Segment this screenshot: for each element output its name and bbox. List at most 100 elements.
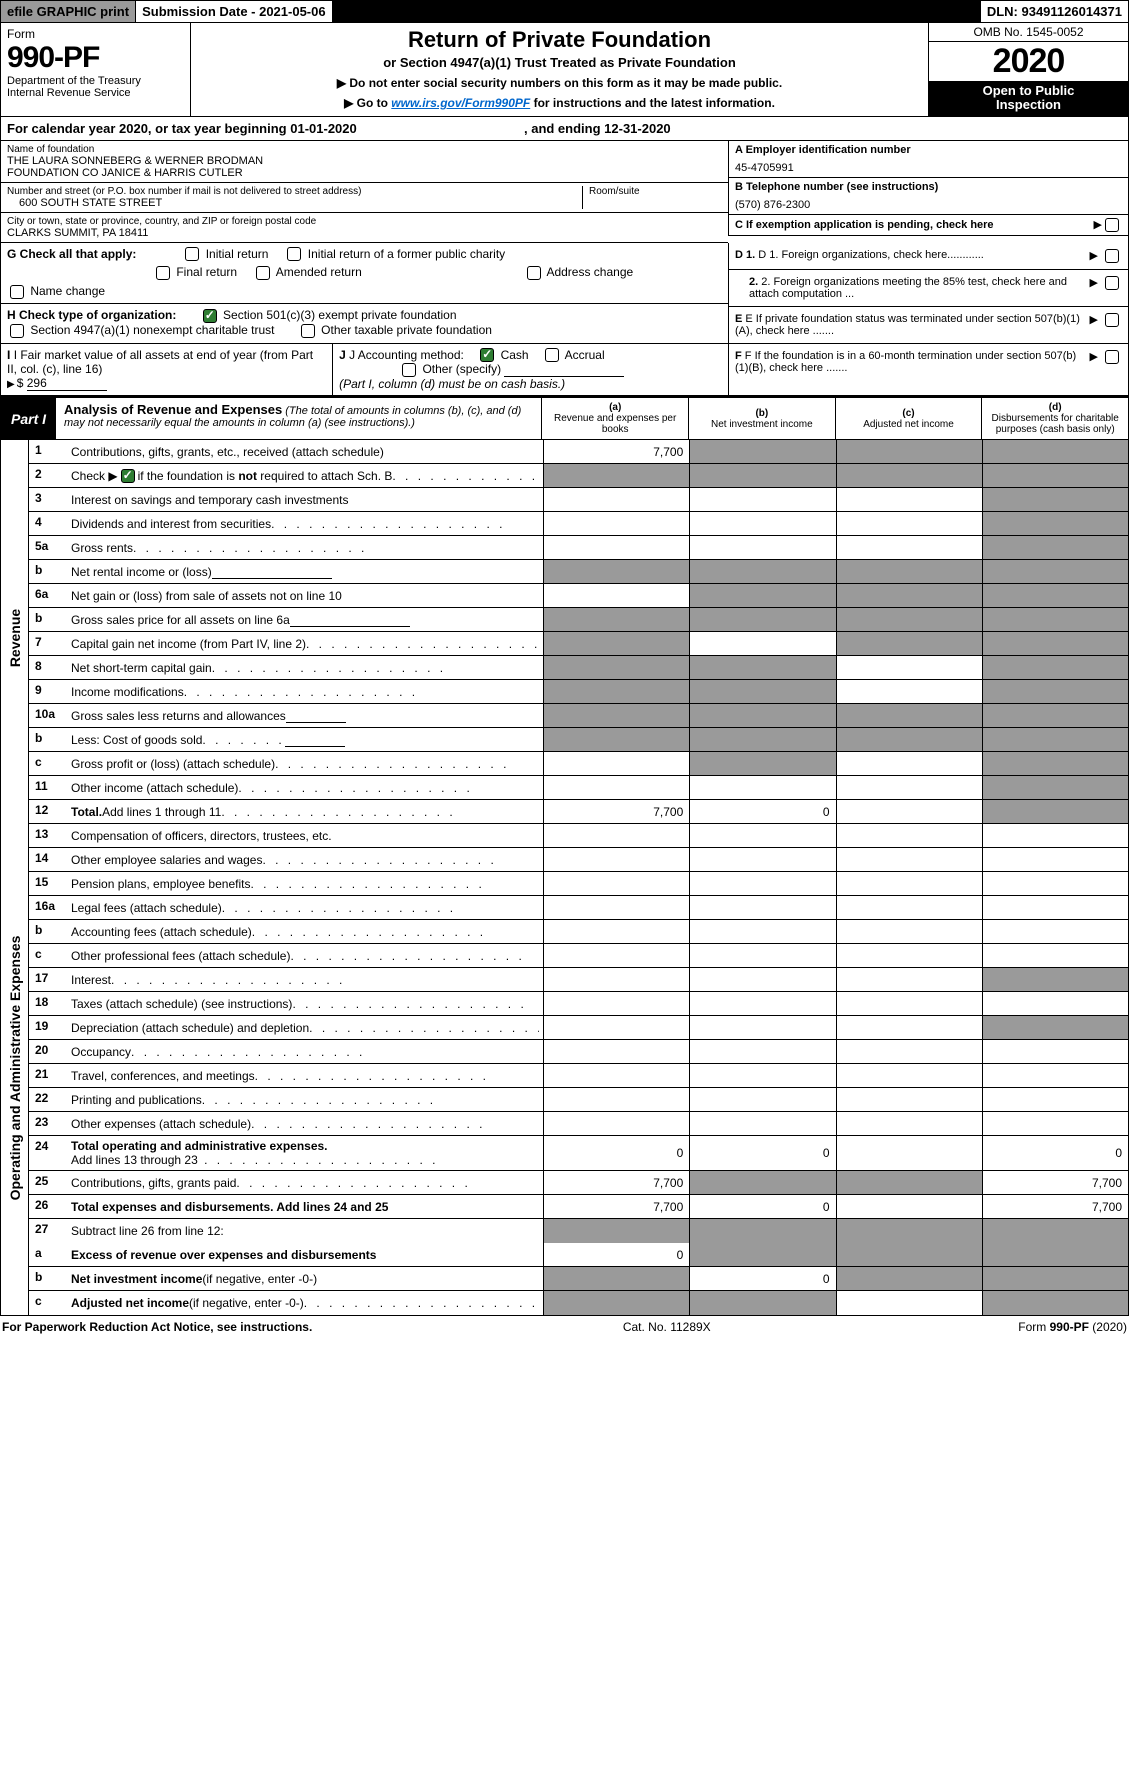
dln-number: DLN: 93491126014371 xyxy=(981,1,1128,22)
exemption-checkbox[interactable] xyxy=(1105,218,1119,232)
line-12: 12Total. Add lines 1 through 11 7,7000 xyxy=(29,800,1128,824)
d2-checkbox[interactable] xyxy=(1105,276,1119,290)
form-note-1: ▶ Do not enter social security numbers o… xyxy=(195,76,924,90)
line-1: 1 Contributions, gifts, grants, etc., re… xyxy=(29,440,1128,464)
e-cell: E E If private foundation status was ter… xyxy=(729,307,1128,343)
line-2: 2 Check ▶ if the foundation is not requi… xyxy=(29,464,1128,488)
dept-line-2: Internal Revenue Service xyxy=(7,87,184,99)
address-cell: Number and street (or P.O. box number if… xyxy=(1,183,728,213)
top-bar: efile GRAPHIC print Submission Date - 20… xyxy=(0,0,1129,23)
line-14: 14Other employee salaries and wages xyxy=(29,848,1128,872)
line-6a: 6aNet gain or (loss) from sale of assets… xyxy=(29,584,1128,608)
line-10c: cGross profit or (loss) (attach schedule… xyxy=(29,752,1128,776)
line-5b: bNet rental income or (loss) xyxy=(29,560,1128,584)
section-i-j-f: I I Fair market value of all assets at e… xyxy=(0,343,1129,397)
form-subtitle: or Section 4947(a)(1) Trust Treated as P… xyxy=(195,55,924,70)
section-g-d: G Check all that apply: Initial return I… xyxy=(0,243,1129,343)
part-1-label: Part I xyxy=(1,398,56,439)
line-7: 7Capital gain net income (from Part IV, … xyxy=(29,632,1128,656)
expenses-side-label: Operating and Administrative Expenses xyxy=(7,936,23,1201)
line-27: 27Subtract line 26 from line 12: xyxy=(29,1219,1128,1243)
room-suite-label: Room/suite xyxy=(589,186,722,197)
line-10a: 10aGross sales less returns and allowanc… xyxy=(29,704,1128,728)
sch-b-checkbox[interactable] xyxy=(121,469,135,483)
col-b-header: (b) Net investment income xyxy=(688,398,835,439)
form-footer-id: Form 990-PF (2020) xyxy=(820,1320,1127,1334)
accrual-checkbox[interactable] xyxy=(545,348,559,362)
line-6b: bGross sales price for all assets on lin… xyxy=(29,608,1128,632)
line-21: 21Travel, conferences, and meetings xyxy=(29,1064,1128,1088)
line-17: 17Interest xyxy=(29,968,1128,992)
part-1-header: Part I Analysis of Revenue and Expenses … xyxy=(0,396,1129,440)
dept-line-1: Department of the Treasury xyxy=(7,75,184,87)
form-id-block: Form 990-PF Department of the Treasury I… xyxy=(1,23,191,116)
revenue-side-label: Revenue xyxy=(7,609,23,667)
form-title-block: Return of Private Foundation or Section … xyxy=(191,23,928,116)
other-method-checkbox[interactable] xyxy=(402,363,416,377)
h-check-row: H Check type of organization: Section 50… xyxy=(1,303,728,342)
submission-date: Submission Date - 2021-05-06 xyxy=(136,1,333,22)
entity-info-grid: Name of foundation THE LAURA SONNEBERG &… xyxy=(0,141,1129,243)
cat-number: Cat. No. 11289X xyxy=(513,1320,820,1334)
part-1-desc: Analysis of Revenue and Expenses (The to… xyxy=(56,398,541,439)
line-27a: aExcess of revenue over expenses and dis… xyxy=(29,1243,1128,1267)
e-checkbox[interactable] xyxy=(1105,313,1119,327)
line-19: 19Depreciation (attach schedule) and dep… xyxy=(29,1016,1128,1040)
line-23: 23Other expenses (attach schedule) xyxy=(29,1112,1128,1136)
i-fmv-cell: I I Fair market value of all assets at e… xyxy=(1,343,332,396)
initial-return-checkbox[interactable] xyxy=(185,247,199,261)
efile-print-button[interactable]: efile GRAPHIC print xyxy=(1,1,136,22)
line-10b: bLess: Cost of goods sold xyxy=(29,728,1128,752)
part-1-table: Revenue Operating and Administrative Exp… xyxy=(0,440,1129,1316)
exemption-pending-cell: C If exemption application is pending, c… xyxy=(728,215,1128,236)
phone-cell: B Telephone number (see instructions) (5… xyxy=(728,178,1128,215)
initial-former-checkbox[interactable] xyxy=(287,247,301,261)
final-return-checkbox[interactable] xyxy=(156,266,170,280)
501c3-checkbox[interactable] xyxy=(203,309,217,323)
fmv-value: 296 xyxy=(27,376,107,391)
cash-checkbox[interactable] xyxy=(480,348,494,362)
open-to-public: Open to Public Inspection xyxy=(929,81,1128,116)
line-11: 11Other income (attach schedule) xyxy=(29,776,1128,800)
line-16a: 16aLegal fees (attach schedule) xyxy=(29,896,1128,920)
other-taxable-checkbox[interactable] xyxy=(301,324,315,338)
line-18: 18Taxes (attach schedule) (see instructi… xyxy=(29,992,1128,1016)
line-20: 20Occupancy xyxy=(29,1040,1128,1064)
form-header: Form 990-PF Department of the Treasury I… xyxy=(0,23,1129,117)
form-year-block: OMB No. 1545-0052 2020 Open to Public In… xyxy=(928,23,1128,116)
f-cell: F F If the foundation is in a 60-month t… xyxy=(729,343,1128,380)
line-15: 15Pension plans, employee benefits xyxy=(29,872,1128,896)
form-note-2: ▶ Go to www.irs.gov/Form990PF for instru… xyxy=(195,96,924,110)
col-c-header: (c) Adjusted net income xyxy=(835,398,982,439)
calendar-year-row: For calendar year 2020, or tax year begi… xyxy=(0,117,1129,141)
line-4: 4Dividends and interest from securities xyxy=(29,512,1128,536)
line-22: 22Printing and publications xyxy=(29,1088,1128,1112)
city-cell: City or town, state or province, country… xyxy=(1,213,728,243)
side-labels: Revenue Operating and Administrative Exp… xyxy=(1,440,29,1315)
irs-link[interactable]: www.irs.gov/Form990PF xyxy=(391,96,530,110)
line-5a: 5aGross rents xyxy=(29,536,1128,560)
line-13: 13Compensation of officers, directors, t… xyxy=(29,824,1128,848)
col-d-header: (d) Disbursements for charitable purpose… xyxy=(981,398,1128,439)
amended-return-checkbox[interactable] xyxy=(256,266,270,280)
f-checkbox[interactable] xyxy=(1105,350,1119,364)
line-3: 3Interest on savings and temporary cash … xyxy=(29,488,1128,512)
top-bar-spacer xyxy=(333,1,981,22)
d1-cell: D 1. D 1. Foreign organizations, check h… xyxy=(729,243,1128,270)
d1-checkbox[interactable] xyxy=(1105,249,1119,263)
line-27c: cAdjusted net income (if negative, enter… xyxy=(29,1291,1128,1315)
line-27b: bNet investment income (if negative, ent… xyxy=(29,1267,1128,1291)
ein-cell: A Employer identification number 45-4705… xyxy=(728,141,1128,178)
address-change-checkbox[interactable] xyxy=(527,266,541,280)
line-16b: bAccounting fees (attach schedule) xyxy=(29,920,1128,944)
omb-number: OMB No. 1545-0052 xyxy=(929,23,1128,42)
line-25: 25Contributions, gifts, grants paid 7,70… xyxy=(29,1171,1128,1195)
line-26: 26Total expenses and disbursements. Add … xyxy=(29,1195,1128,1219)
foundation-name-cell: Name of foundation THE LAURA SONNEBERG &… xyxy=(1,141,728,183)
line-9: 9Income modifications xyxy=(29,680,1128,704)
line-24: 24Total operating and administrative exp… xyxy=(29,1136,1128,1171)
j-accounting-cell: J J Accounting method: Cash Accrual Othe… xyxy=(332,343,728,396)
name-change-checkbox[interactable] xyxy=(10,285,24,299)
4947a1-checkbox[interactable] xyxy=(10,324,24,338)
line-16c: cOther professional fees (attach schedul… xyxy=(29,944,1128,968)
